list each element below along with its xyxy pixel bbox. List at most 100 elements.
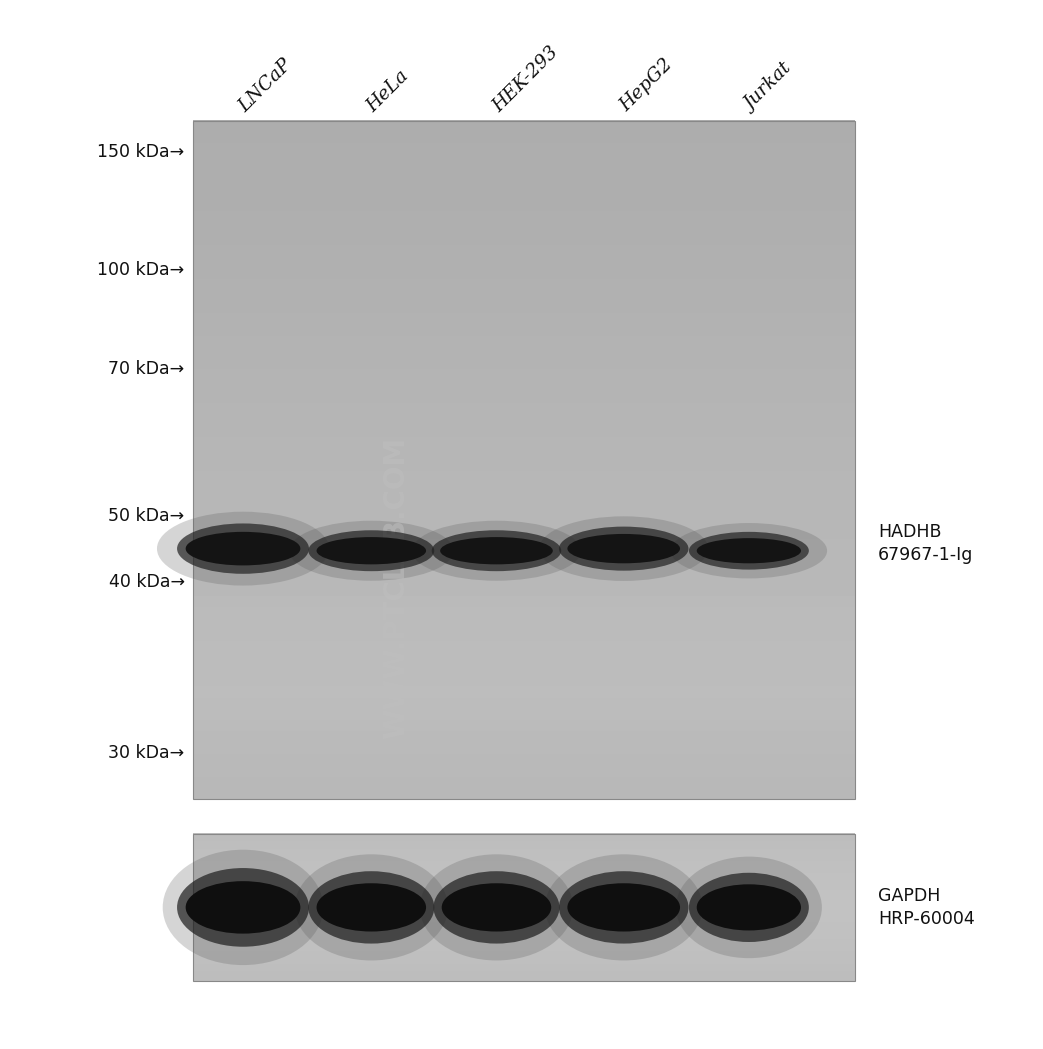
Text: 50 kDa→: 50 kDa→ bbox=[108, 507, 185, 526]
Bar bbox=[193, 834, 855, 981]
Bar bbox=[193, 266, 855, 279]
Bar bbox=[193, 886, 855, 891]
Ellipse shape bbox=[294, 854, 448, 961]
Bar bbox=[193, 425, 855, 437]
Ellipse shape bbox=[412, 520, 581, 581]
Bar bbox=[193, 875, 855, 878]
Bar bbox=[193, 720, 855, 731]
Text: HepG2: HepG2 bbox=[616, 56, 676, 115]
Bar bbox=[193, 198, 855, 211]
Ellipse shape bbox=[567, 883, 680, 932]
Bar bbox=[193, 436, 855, 449]
Bar bbox=[193, 864, 855, 869]
Bar bbox=[193, 967, 855, 971]
Bar bbox=[193, 936, 855, 939]
Bar bbox=[193, 870, 855, 873]
Bar bbox=[193, 943, 855, 946]
Ellipse shape bbox=[559, 527, 688, 571]
Bar bbox=[193, 928, 855, 932]
Bar bbox=[193, 188, 855, 199]
Ellipse shape bbox=[163, 850, 323, 965]
Bar bbox=[193, 368, 855, 381]
Bar bbox=[193, 663, 855, 675]
Text: GAPDH
HRP-60004: GAPDH HRP-60004 bbox=[878, 886, 975, 928]
Bar bbox=[193, 850, 855, 854]
Bar bbox=[193, 221, 855, 234]
Bar bbox=[193, 753, 855, 766]
Ellipse shape bbox=[177, 869, 309, 947]
Ellipse shape bbox=[567, 534, 680, 563]
Bar bbox=[193, 583, 855, 596]
Text: 30 kDa→: 30 kDa→ bbox=[108, 744, 185, 763]
Bar bbox=[193, 972, 855, 976]
Bar bbox=[193, 857, 855, 861]
Bar bbox=[193, 842, 855, 847]
Ellipse shape bbox=[697, 884, 801, 930]
Bar bbox=[193, 908, 855, 913]
Bar bbox=[193, 278, 855, 291]
Bar bbox=[193, 963, 855, 966]
Bar bbox=[193, 380, 855, 392]
Bar bbox=[193, 975, 855, 979]
Bar bbox=[193, 606, 855, 618]
Bar bbox=[193, 938, 855, 942]
Bar bbox=[193, 899, 855, 902]
Bar bbox=[193, 493, 855, 506]
Bar bbox=[193, 121, 855, 799]
Ellipse shape bbox=[289, 520, 454, 581]
Bar bbox=[193, 176, 855, 189]
Bar bbox=[193, 958, 855, 961]
Bar bbox=[193, 470, 855, 483]
Bar bbox=[193, 855, 855, 858]
Text: HeLa: HeLa bbox=[364, 66, 413, 115]
Ellipse shape bbox=[440, 537, 553, 564]
Bar bbox=[193, 458, 855, 471]
Bar bbox=[193, 930, 855, 935]
Bar bbox=[193, 550, 855, 562]
Bar bbox=[193, 765, 855, 776]
Bar bbox=[193, 934, 855, 937]
Bar bbox=[193, 595, 855, 607]
Text: WWW.PTCLAB.COM: WWW.PTCLAB.COM bbox=[383, 436, 410, 738]
Bar bbox=[193, 775, 855, 788]
Bar bbox=[193, 673, 855, 686]
Ellipse shape bbox=[539, 516, 708, 581]
Text: 150 kDa→: 150 kDa→ bbox=[97, 143, 185, 162]
Bar bbox=[193, 904, 855, 907]
Ellipse shape bbox=[156, 512, 330, 585]
Text: HADHB
67967-1-Ig: HADHB 67967-1-Ig bbox=[878, 522, 973, 564]
Ellipse shape bbox=[671, 523, 827, 578]
Bar bbox=[193, 919, 855, 922]
Text: 70 kDa→: 70 kDa→ bbox=[108, 360, 185, 379]
Bar bbox=[193, 651, 855, 664]
Bar bbox=[193, 505, 855, 516]
Bar bbox=[193, 868, 855, 871]
Bar bbox=[193, 481, 855, 494]
Bar bbox=[193, 906, 855, 909]
Text: HEK-293: HEK-293 bbox=[489, 43, 561, 115]
Bar bbox=[193, 346, 855, 358]
Bar bbox=[193, 879, 855, 883]
Bar bbox=[193, 945, 855, 949]
Bar bbox=[193, 357, 855, 369]
Bar bbox=[193, 153, 855, 166]
Bar bbox=[193, 884, 855, 887]
Ellipse shape bbox=[676, 857, 822, 958]
Bar bbox=[193, 838, 855, 841]
Ellipse shape bbox=[317, 883, 426, 932]
Bar bbox=[193, 848, 855, 851]
Bar bbox=[193, 708, 855, 721]
Bar bbox=[193, 833, 855, 836]
Text: 100 kDa→: 100 kDa→ bbox=[97, 260, 185, 279]
Bar bbox=[193, 391, 855, 404]
Bar bbox=[193, 290, 855, 302]
Bar bbox=[193, 877, 855, 880]
Bar bbox=[193, 921, 855, 924]
Bar bbox=[193, 538, 855, 551]
Text: Jurkat: Jurkat bbox=[742, 61, 796, 115]
Bar bbox=[193, 561, 855, 573]
Bar bbox=[193, 926, 855, 929]
Bar bbox=[193, 872, 855, 876]
Bar bbox=[193, 894, 855, 898]
Bar bbox=[193, 970, 855, 973]
